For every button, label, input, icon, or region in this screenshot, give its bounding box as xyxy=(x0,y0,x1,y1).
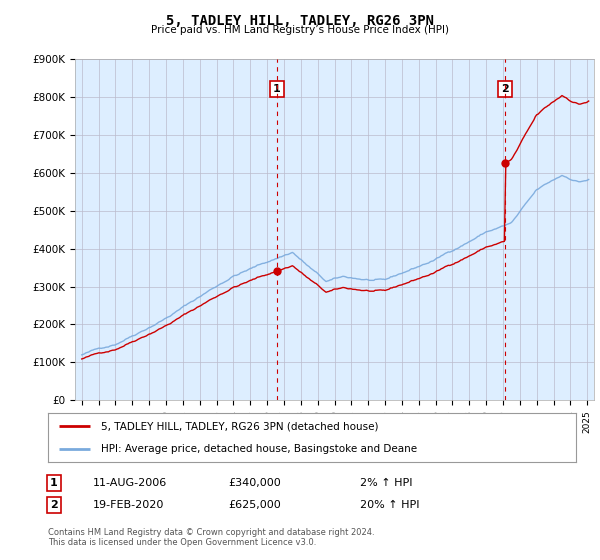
Text: Contains HM Land Registry data © Crown copyright and database right 2024.
This d: Contains HM Land Registry data © Crown c… xyxy=(48,528,374,547)
Text: 5, TADLEY HILL, TADLEY, RG26 3PN (detached house): 5, TADLEY HILL, TADLEY, RG26 3PN (detach… xyxy=(101,421,379,431)
Text: 1: 1 xyxy=(50,478,58,488)
Text: 1: 1 xyxy=(273,84,281,94)
Text: 19-FEB-2020: 19-FEB-2020 xyxy=(93,500,164,510)
Text: 11-AUG-2006: 11-AUG-2006 xyxy=(93,478,167,488)
Text: 5, TADLEY HILL, TADLEY, RG26 3PN: 5, TADLEY HILL, TADLEY, RG26 3PN xyxy=(166,14,434,28)
Text: £340,000: £340,000 xyxy=(228,478,281,488)
Text: 2% ↑ HPI: 2% ↑ HPI xyxy=(360,478,413,488)
Text: HPI: Average price, detached house, Basingstoke and Deane: HPI: Average price, detached house, Basi… xyxy=(101,444,417,454)
Text: Price paid vs. HM Land Registry’s House Price Index (HPI): Price paid vs. HM Land Registry’s House … xyxy=(151,25,449,35)
Text: 20% ↑ HPI: 20% ↑ HPI xyxy=(360,500,419,510)
Text: £625,000: £625,000 xyxy=(228,500,281,510)
Text: 2: 2 xyxy=(50,500,58,510)
Text: 2: 2 xyxy=(501,84,509,94)
